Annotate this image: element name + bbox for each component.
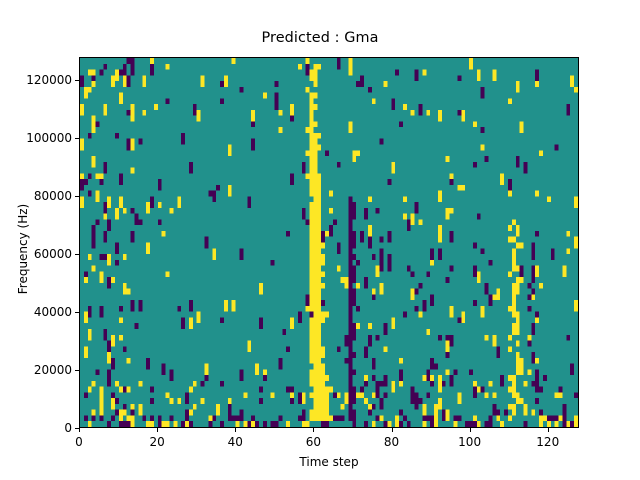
x-tick-mark xyxy=(469,428,471,432)
x-tick-label: 40 xyxy=(227,435,243,449)
y-tick-label: 80000 xyxy=(33,189,72,204)
y-tick-mark xyxy=(75,254,79,256)
x-tick-mark xyxy=(391,428,393,432)
y-tick-label: 40000 xyxy=(33,305,72,320)
y-axis-label: Frequency (Hz) xyxy=(16,203,30,295)
x-tick-mark xyxy=(157,428,159,432)
y-tick-label: 0 xyxy=(64,421,72,435)
y-tick-mark xyxy=(75,428,79,429)
x-tick-label: 100 xyxy=(458,435,482,449)
y-tick-label: 120000 xyxy=(26,73,72,88)
y-tick-mark xyxy=(75,370,79,372)
y-tick-label: 60000 xyxy=(33,247,72,262)
x-tick-mark xyxy=(79,428,80,432)
x-tick-label: 60 xyxy=(305,435,322,449)
x-tick-label: 20 xyxy=(149,435,165,449)
x-axis-label: Time step xyxy=(299,455,359,469)
y-tick-mark xyxy=(75,196,79,198)
y-tick-label: 100000 xyxy=(26,131,72,146)
heatmap-image xyxy=(80,58,578,427)
x-tick-mark xyxy=(235,428,237,432)
x-tick-mark xyxy=(313,428,315,432)
heatmap-axes xyxy=(79,57,579,428)
x-tick-label: 80 xyxy=(383,435,400,449)
y-tick-label: 20000 xyxy=(33,363,72,378)
x-tick-label: 0 xyxy=(75,435,83,449)
x-tick-mark xyxy=(547,428,549,432)
y-tick-mark xyxy=(75,312,79,314)
y-tick-mark xyxy=(75,138,79,140)
page-title: Predicted : Gma xyxy=(261,30,379,46)
x-tick-label: 120 xyxy=(536,435,560,449)
y-tick-mark xyxy=(75,80,79,82)
